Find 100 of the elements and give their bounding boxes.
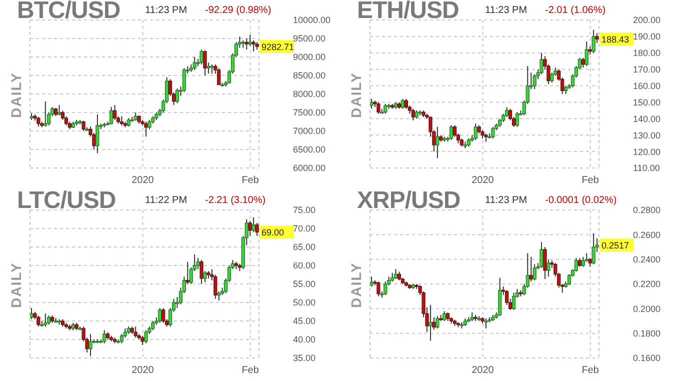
y-tick-label: 0.2200 <box>633 279 661 290</box>
candlestick <box>182 68 186 93</box>
text: 0.2517 <box>602 240 630 250</box>
y-tick-label: 150.00 <box>633 97 661 108</box>
y-tick-label: 0.1600 <box>633 353 661 364</box>
text: 188.43 <box>602 34 630 45</box>
candlestick <box>112 104 117 120</box>
y-tick-label: 45.00 <box>293 316 316 326</box>
candlestick <box>96 114 100 154</box>
candlestick <box>36 314 40 328</box>
candlestick <box>515 112 520 128</box>
candlestick <box>370 276 374 287</box>
candlestick <box>210 64 214 74</box>
text: -2.01 (1.06%) <box>545 5 606 16</box>
y-tick-label: 60.00 <box>293 260 316 271</box>
y-axis-title: DAILY <box>8 262 24 308</box>
text: -92.29 (0.98%) <box>205 5 272 16</box>
text: 11:22 PM <box>145 195 188 206</box>
y-axis-title: DAILY <box>8 72 24 118</box>
candlestick <box>484 318 488 329</box>
candlestick <box>186 261 190 284</box>
candlestick <box>140 335 144 346</box>
candlestick <box>102 330 106 344</box>
candlestick <box>546 258 550 278</box>
y-tick-label: 0.2400 <box>633 254 661 265</box>
text: 69.00 <box>262 228 284 238</box>
candlestick <box>36 116 40 128</box>
x-tick-label: 2020 <box>132 365 154 376</box>
candlestick <box>44 313 48 328</box>
candlestick <box>474 123 478 141</box>
candlestick <box>584 40 588 67</box>
candlestick <box>252 40 256 52</box>
chart-title: BTC/USD <box>17 0 120 25</box>
candlestick <box>512 292 516 310</box>
candlestick <box>217 290 221 302</box>
candlestick <box>200 259 204 284</box>
candlestick <box>175 88 180 104</box>
candlestick <box>252 216 256 233</box>
y-tick-label: 120.00 <box>633 146 661 157</box>
y-tick-label: 9500.00 <box>293 34 326 44</box>
text: 11:23 PM <box>485 5 528 16</box>
text: 11:23 PM <box>145 5 188 16</box>
chart-title: LTC/USD <box>17 187 116 215</box>
candlestick <box>581 256 585 268</box>
y-tick-label: 0.2800 <box>633 205 661 216</box>
y-axis-title: DAILY <box>348 72 364 118</box>
text: 9282.71 <box>262 42 294 52</box>
y-tick-label: 55.00 <box>293 279 316 290</box>
x-tick-label: 2020 <box>472 365 494 376</box>
candlestick <box>203 50 207 76</box>
y-tick-label: 7500.00 <box>293 108 326 118</box>
x-tick-label: 2020 <box>132 175 154 186</box>
text: 11:23 PM <box>485 195 528 206</box>
candlestick <box>574 258 578 272</box>
candlestick <box>206 62 210 74</box>
y-tick-label: 8000.00 <box>293 89 326 100</box>
candlestick <box>88 333 92 357</box>
y-tick-label: 170.00 <box>633 64 661 75</box>
candlestick <box>134 326 138 338</box>
candlestick <box>196 258 200 270</box>
candlestick <box>57 104 62 116</box>
candlestick <box>592 29 596 54</box>
candlestick <box>370 98 374 110</box>
chart-title: XRP/USD <box>357 187 460 215</box>
y-tick-label: 0.1800 <box>633 328 661 339</box>
candlestick <box>217 68 221 86</box>
y-tick-label: 110.00 <box>633 163 660 174</box>
candlestick <box>47 314 51 326</box>
y-tick-label: 65.00 <box>293 242 316 252</box>
candlestick <box>529 256 533 282</box>
y-tick-label: 40.00 <box>293 334 316 345</box>
candlestick <box>428 304 432 342</box>
candlestick <box>436 126 440 159</box>
candlestick <box>400 98 405 110</box>
candlestick <box>376 281 380 297</box>
y-tick-label: 0.2600 <box>633 230 661 240</box>
candlestick <box>491 126 495 139</box>
candlestick <box>394 268 398 280</box>
candlestick <box>540 52 544 75</box>
candlestick <box>200 49 204 65</box>
candlestick <box>120 116 124 126</box>
x-tick-label: Feb <box>582 175 600 186</box>
candlestick <box>581 57 585 68</box>
y-tick-label: 140.00 <box>633 114 661 124</box>
candlestick <box>376 102 380 114</box>
y-tick-label: 180.00 <box>633 48 661 58</box>
x-tick-label: Feb <box>242 365 260 376</box>
candlestick <box>595 32 599 44</box>
y-tick-label: 6500.00 <box>293 144 326 155</box>
y-tick-label: 160.00 <box>633 80 661 91</box>
y-tick-label: 75.00 <box>293 205 316 216</box>
text: -2.21 (3.10%) <box>205 195 266 206</box>
y-tick-label: 0.2000 <box>633 304 661 314</box>
x-tick-label: 2020 <box>472 175 494 186</box>
y-tick-label: 9000.00 <box>293 52 326 62</box>
y-tick-label: 10000.00 <box>293 15 331 26</box>
x-tick-label: Feb <box>582 365 600 376</box>
candlestick <box>110 106 114 125</box>
y-tick-label: 6000.00 <box>293 163 326 174</box>
candlestick <box>192 56 196 70</box>
